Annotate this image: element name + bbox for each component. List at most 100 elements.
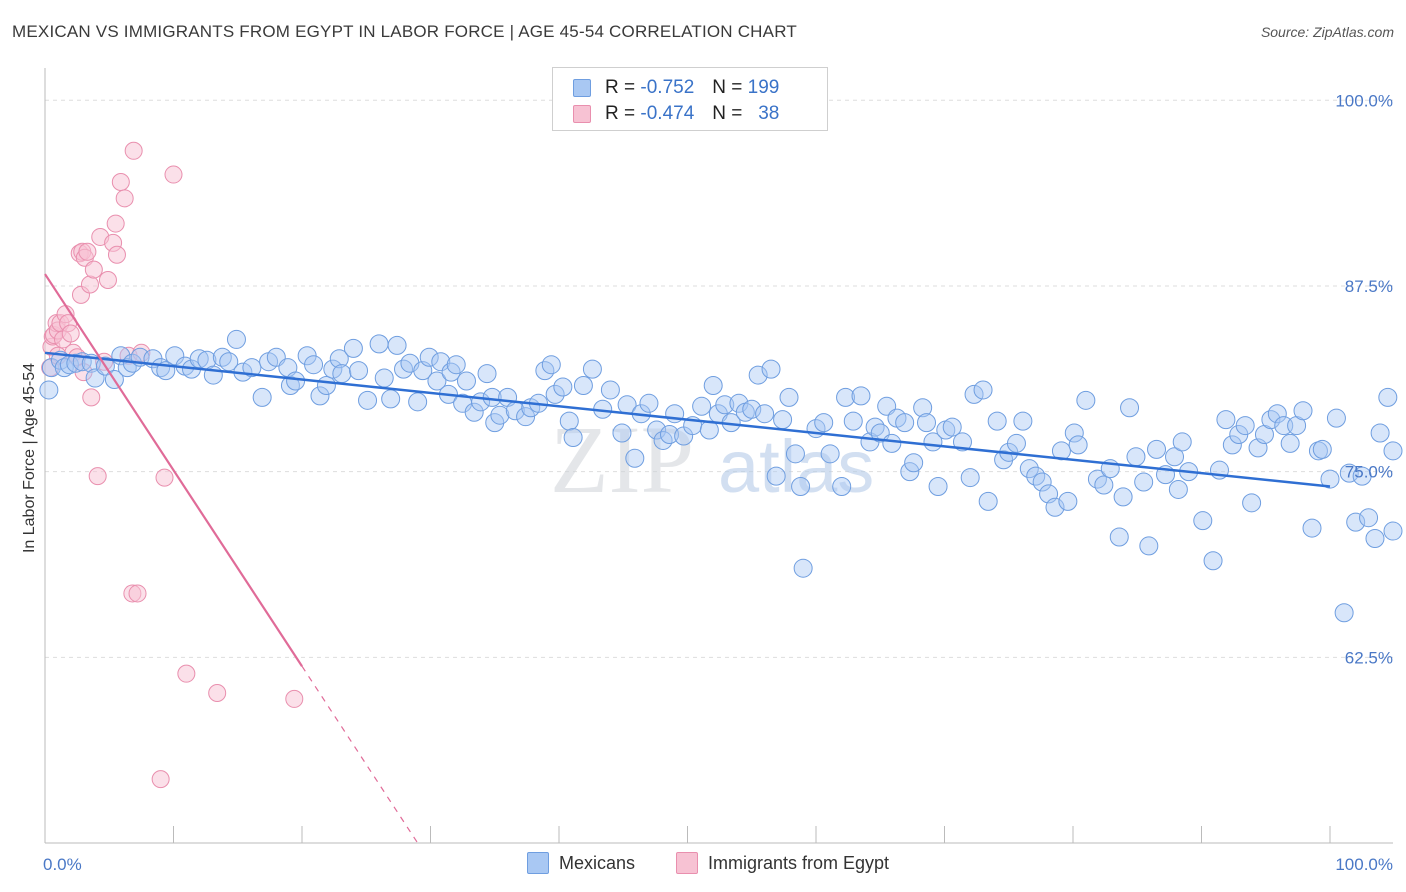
mexican-point <box>895 413 915 433</box>
mexican-point <box>323 359 343 379</box>
mexican-point <box>779 387 799 407</box>
mexican-point <box>1134 472 1154 492</box>
mexican-point <box>836 387 856 407</box>
egypt-point <box>124 141 143 160</box>
axes <box>44 68 1393 844</box>
mexican-point <box>1094 475 1114 495</box>
mexican-point <box>252 387 272 407</box>
legend-n-value: 199 <box>747 77 780 98</box>
mexican-point <box>1203 551 1223 571</box>
x-tick-label: 100.0% <box>1335 855 1393 874</box>
mexican-point <box>1068 435 1088 455</box>
mexican-point <box>1076 390 1096 410</box>
mexican-point <box>755 404 775 424</box>
mexican-point <box>865 417 885 437</box>
mexican-point <box>477 364 497 384</box>
bottom-legend-swatch-pink <box>676 852 698 874</box>
y-axis-title: In Labor Force | Age 45-54 <box>21 363 38 553</box>
trend-lines <box>44 273 1331 844</box>
mexican-point <box>408 392 428 412</box>
mexican-point <box>304 355 324 375</box>
mexican-point <box>431 352 451 372</box>
mexican-point <box>1193 511 1213 531</box>
mexican-point <box>1352 466 1372 486</box>
mexican-point <box>1139 536 1159 556</box>
mexican-point <box>791 476 811 496</box>
mexican-point <box>600 380 620 400</box>
egypt-point <box>115 189 134 208</box>
egypt-point <box>177 664 196 683</box>
mexican-point <box>329 349 349 369</box>
mexican-point <box>660 425 680 445</box>
mexican-point <box>987 411 1007 431</box>
mexican-point <box>973 380 993 400</box>
mexican-point <box>310 386 330 406</box>
egypt-trend-line <box>44 273 303 667</box>
mexican-point <box>66 353 86 373</box>
mexican-point <box>1120 398 1140 418</box>
mexican-point <box>1339 463 1359 483</box>
chart-title: MEXICAN VS IMMIGRANTS FROM EGYPT IN LABO… <box>12 22 797 41</box>
axis-labels: 62.5% 75.0% 87.5% 100.0% 0.0% 100.0% <box>43 91 1393 874</box>
mexican-point <box>563 427 583 447</box>
mexican-point <box>612 423 632 443</box>
mexican-point <box>1280 433 1300 453</box>
egypt-point <box>88 467 107 486</box>
x-tick-label: 0.0% <box>43 855 82 874</box>
mexican-point <box>1242 493 1262 513</box>
mexican-point <box>639 393 659 413</box>
mexican-point <box>913 398 933 418</box>
egypt-point <box>80 275 99 294</box>
mexican-point <box>1359 508 1379 528</box>
correlation-legend: R = -0.752 N = 199 R = -0.474 N = 38 <box>552 67 828 131</box>
mexican-point <box>1064 423 1084 443</box>
egypt-point <box>107 245 126 264</box>
mexican-point <box>490 405 510 425</box>
mexican-point <box>419 347 439 367</box>
grid-lines <box>45 99 1393 658</box>
mexican-point <box>851 386 871 406</box>
egypt-point <box>111 172 130 191</box>
mexican-point <box>1168 479 1188 499</box>
egypt-point <box>106 214 125 233</box>
bottom-legend-label: Immigrants from Egypt <box>708 852 890 873</box>
mexican-point <box>1165 447 1185 467</box>
mexican-point <box>1383 441 1403 461</box>
mexican-point <box>1222 435 1242 455</box>
mexican-point <box>1109 527 1129 547</box>
y-tick-label: 62.5% <box>1345 648 1393 667</box>
egypt-point <box>98 271 117 290</box>
mexican-points <box>39 329 1403 623</box>
mexican-point <box>1051 441 1071 461</box>
mexican-point <box>1126 447 1146 467</box>
mexican-point <box>226 329 246 349</box>
mexican-point <box>516 407 536 427</box>
legend-row-mexicans: R = -0.752 N = 199 <box>573 76 779 100</box>
y-tick-label: 100.0% <box>1335 91 1393 110</box>
legend-n-label: N = <box>712 103 743 124</box>
mexican-point <box>343 338 363 358</box>
mexican-point <box>964 384 984 404</box>
bottom-legend-swatch-blue <box>527 852 549 874</box>
egypt-point <box>151 770 170 789</box>
egypt-point <box>78 242 97 261</box>
mexican-point <box>917 413 937 433</box>
mexican-point <box>1147 439 1167 459</box>
mexican-point <box>387 335 407 355</box>
mexican-point <box>1267 404 1287 424</box>
mexican-point <box>446 355 466 375</box>
mexican-point <box>553 377 573 397</box>
egypt-point <box>155 468 174 487</box>
mexican-point <box>1013 411 1033 431</box>
mexican-point <box>773 410 793 430</box>
mexican-point <box>978 491 998 511</box>
mexican-point <box>286 371 306 391</box>
mexican-point <box>541 355 561 375</box>
mexican-point <box>843 411 863 431</box>
mexican-point <box>793 558 813 578</box>
mexican-point <box>1045 497 1065 517</box>
mexican-point <box>1378 387 1398 407</box>
mexican-point <box>832 476 852 496</box>
mexican-point <box>1293 401 1313 421</box>
